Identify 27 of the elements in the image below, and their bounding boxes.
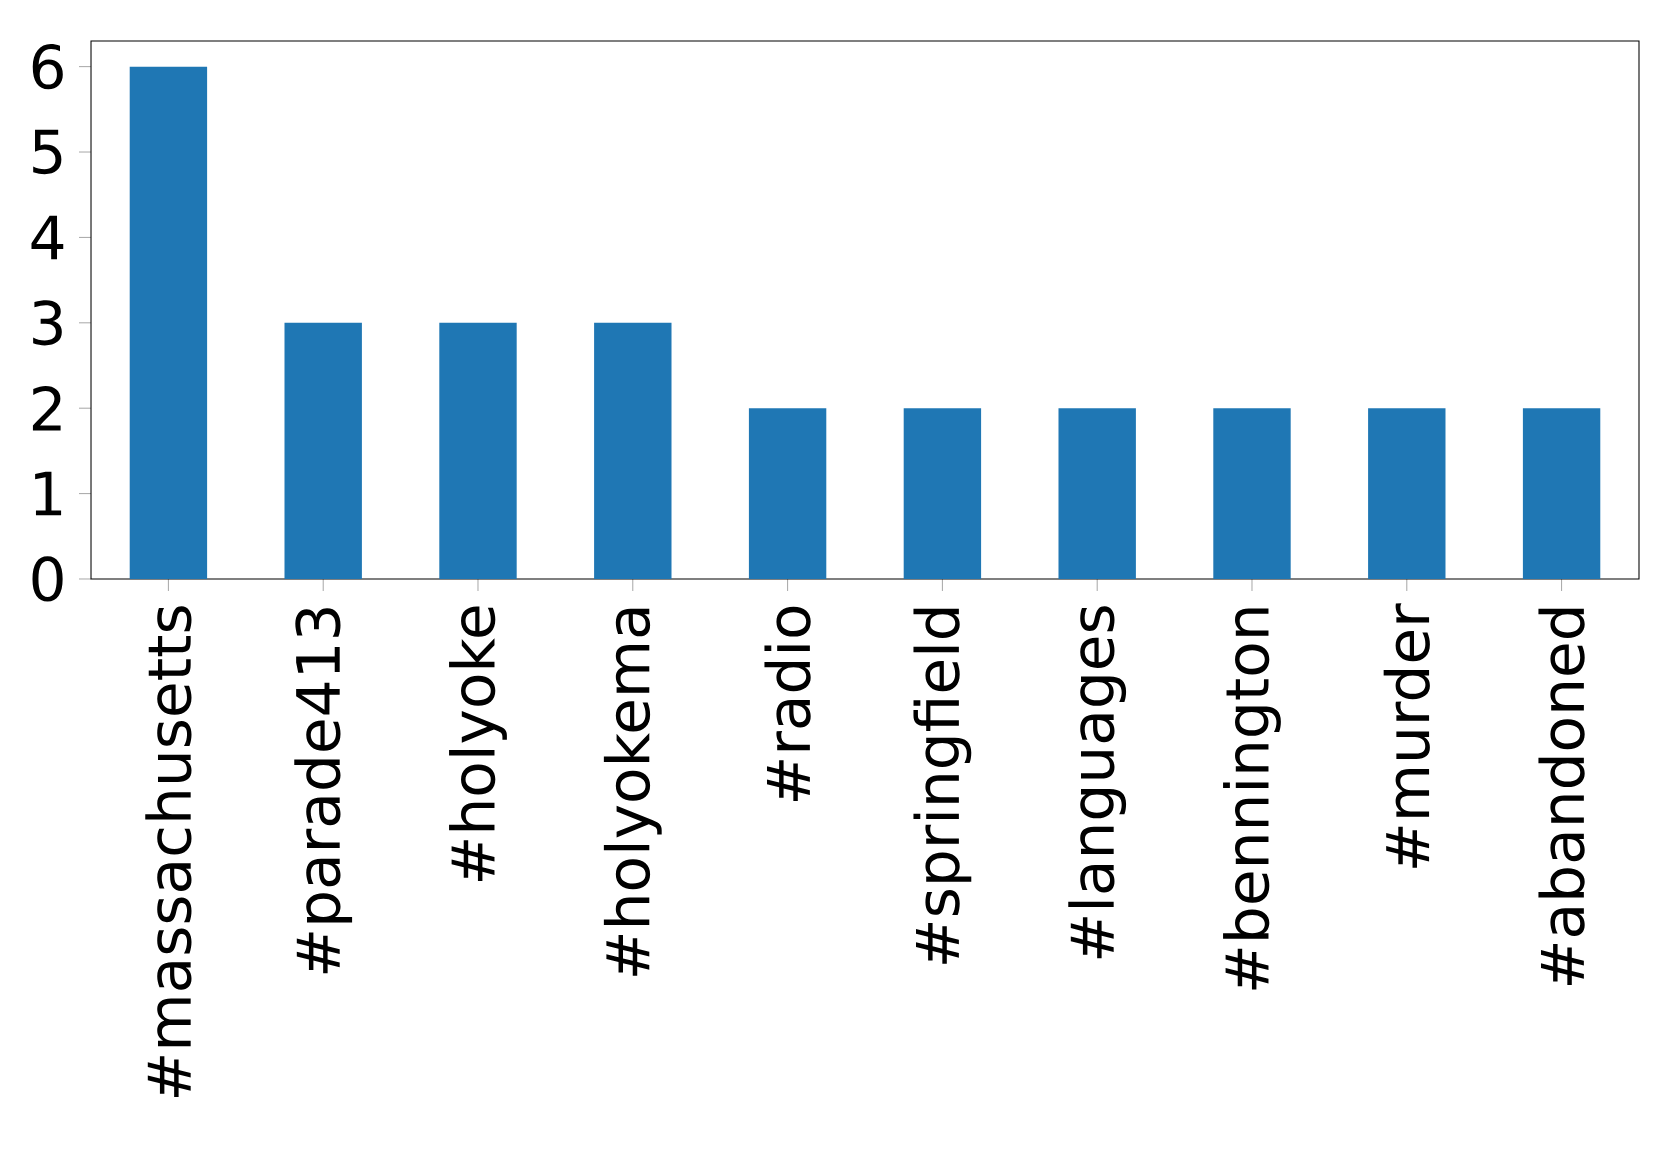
y-tick-label: 4 (31, 215, 64, 260)
x-tick-label: #parade413 (294, 608, 353, 974)
y-tick-label: 2 (32, 386, 61, 431)
x-tick-label: #springfield (913, 608, 972, 964)
x-tick-label: #abandoned (1538, 608, 1585, 985)
bar (284, 322, 362, 579)
bar (1368, 408, 1446, 579)
bar (594, 322, 672, 579)
y-tick-label: 3 (33, 300, 62, 346)
y-tick-label: 5 (33, 129, 62, 175)
x-tick-label: #holyokema (603, 608, 662, 976)
bar (129, 66, 208, 579)
bar (748, 408, 827, 579)
x-tick-label: #holyoke (449, 606, 507, 882)
bar (903, 408, 982, 579)
x-tick-label: #massachusetts (145, 606, 192, 1097)
y-tick-label: 1 (35, 471, 62, 516)
y-tick-label: 6 (32, 44, 63, 90)
x-tick-label: #radio (764, 606, 811, 802)
x-tick-label: #languages (1068, 606, 1127, 959)
bar (1213, 408, 1291, 579)
x-tick-label: #bennington (1223, 608, 1281, 990)
bar (1522, 408, 1601, 579)
x-tick-label: #murder (1383, 603, 1430, 868)
bar (439, 322, 517, 579)
bar (1058, 408, 1136, 579)
y-tick-label: 0 (32, 556, 63, 602)
